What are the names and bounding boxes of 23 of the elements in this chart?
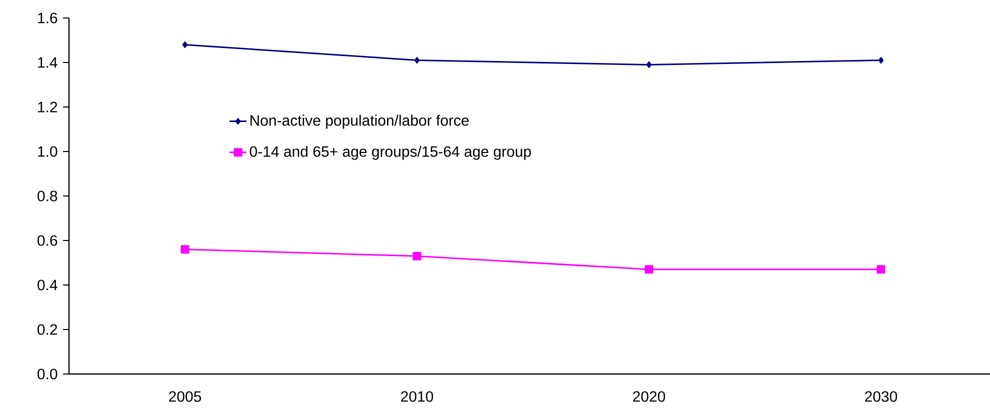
y-tick-label: 1.2 bbox=[38, 102, 58, 112]
legend-label: 0-14 and 65+ age groups/15-64 age group bbox=[250, 146, 531, 160]
point bbox=[646, 61, 652, 68]
point bbox=[182, 41, 188, 48]
y-tick-label: 1.4 bbox=[38, 57, 58, 68]
y-tick-label: 0.2 bbox=[38, 324, 58, 335]
y-tick-label: 0.4 bbox=[38, 280, 58, 290]
y-tick-label: 1.0 bbox=[38, 146, 58, 157]
y-tick-label: 0.8 bbox=[38, 190, 58, 202]
point bbox=[878, 57, 884, 64]
point bbox=[412, 252, 422, 260]
y-tick-label: 0.0 bbox=[38, 368, 58, 380]
y-tick-label: 1.6 bbox=[38, 12, 58, 24]
point bbox=[414, 57, 420, 64]
y-tick-label: 0.6 bbox=[38, 235, 58, 246]
point bbox=[876, 265, 886, 274]
x-tick-label: 2010 bbox=[401, 391, 434, 402]
x-tick-label: 2005 bbox=[169, 391, 202, 402]
point bbox=[180, 245, 190, 254]
point bbox=[644, 265, 654, 274]
x-tick-label: 2020 bbox=[633, 391, 666, 402]
legend-label: Non-active population/labor force bbox=[250, 114, 469, 129]
x-tick-label: 2030 bbox=[865, 391, 898, 402]
